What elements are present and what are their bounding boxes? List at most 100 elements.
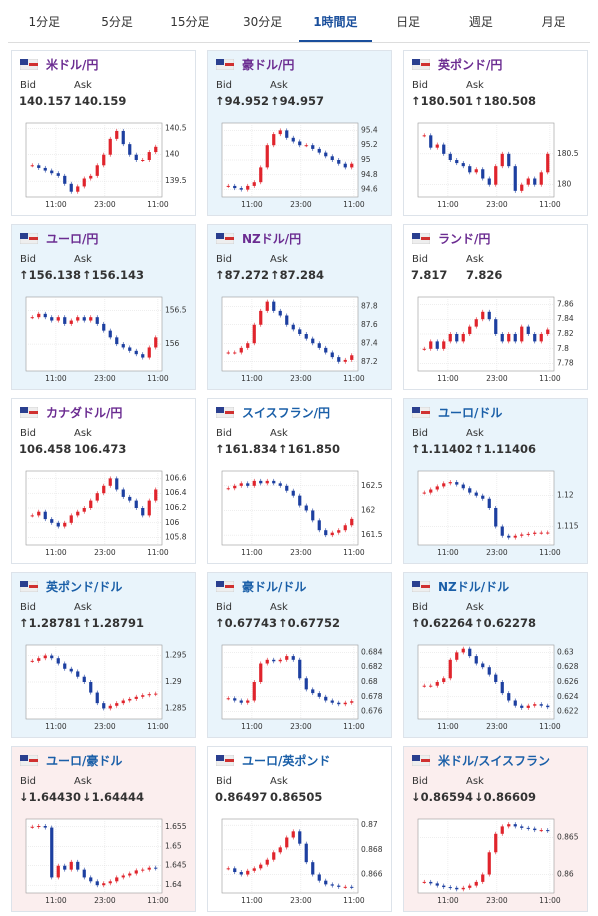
mini-chart: 94.6 94.8 95 95.2 95.4 11:00 23:00 11:00 [221,122,378,209]
candle [546,329,550,334]
rate-card[interactable]: 米ドル/円 Bid Ask 140.157 140.159 139.5 140 140.5 11… [11,50,196,216]
y-tick-label: 7.86 [557,299,574,308]
pair-title[interactable]: ユーロ/ドル [438,406,503,420]
candle [350,886,354,888]
candle [500,526,504,536]
pair-title[interactable]: 豪ドル/ドル [242,580,307,594]
y-tick-label: 7.84 [557,314,574,323]
flag-icon [20,581,38,592]
y-tick-label: 0.86 [557,870,574,879]
flag-part [412,233,420,239]
tab[interactable]: 1分足 [28,15,61,29]
flag-part [421,237,430,240]
y-tick-label: 94.6 [361,185,378,194]
flag-part [216,407,224,413]
pair-title[interactable]: カナダドル/円 [46,406,123,420]
rate-card[interactable]: ユーロ/豪ドル Bid Ask ↓1.64430 ↓1.64444 1.64 1.645 1.… [11,746,196,912]
pair-title[interactable]: ユーロ/豪ドル [46,754,123,768]
flag-icon [216,581,234,592]
candle [507,334,511,342]
candle [448,334,452,342]
ask-label: Ask [270,776,288,787]
candle [474,492,478,496]
tab[interactable]: 5分足 [101,15,133,29]
candle [246,343,250,348]
pair-title[interactable]: 豪ドル/円 [242,58,295,72]
candle [50,170,54,174]
candle [455,482,459,485]
pair-title[interactable]: 英ポンド/ドル [46,580,123,594]
pair-title[interactable]: NZドル/円 [242,232,302,246]
rate-card[interactable]: 豪ドル/円 Bid Ask ↑94.952 ↑94.957 94.6 94.8 95 95.2 9… [207,50,392,216]
candle [43,313,47,318]
candle [128,347,132,351]
mini-chart: 0.676 0.678 0.68 0.682 0.684 11:00 23:00 11:00 [221,644,383,731]
candle [226,488,230,490]
y-tick-label: 0.626 [557,677,579,686]
bid-label: Bid [216,776,232,787]
candle [37,826,41,828]
candle [429,881,433,884]
rate-card[interactable]: 英ポンド/ドル Bid Ask ↑1.28781 ↑1.28791 1.285 1.29 1.… [11,572,196,738]
candle [82,317,86,321]
candle [134,154,138,160]
rate-card[interactable]: スイスフラン/円 Bid Ask ↑161.834 ↑161.850 161.5 162 16… [207,398,392,564]
tab[interactable]: 月足 [541,15,566,29]
candle [278,483,282,486]
flag-icon [412,59,430,70]
rate-card[interactable]: NZドル/ドル Bid Ask ↑0.62264 ↑0.62278 0.622 0.624 0… [403,572,588,738]
x-tick-label: 23:00 [486,722,508,731]
y-tick-label: 156.5 [165,305,187,314]
candle [226,352,230,354]
tab[interactable]: 15分足 [170,15,210,29]
candle [520,826,524,828]
rate-card[interactable]: NZドル/円 Bid Ask ↑87.272 ↑87.284 87.2 87.4 87.6 87… [207,224,392,390]
y-tick-label: 0.676 [361,707,383,716]
candle [533,828,537,831]
rate-card[interactable]: ユーロ/英ポンド Bid Ask 0.86497 0.86505 0.866 0.868 0.… [207,746,392,912]
flag-part [225,585,234,588]
candle [468,326,472,334]
rate-card[interactable]: ユーロ/円 Bid Ask ↑156.138 ↑156.143 156 156.5 11:00… [11,224,196,390]
flag-part [29,411,38,414]
tab[interactable]: 週足 [468,15,493,29]
ask-value: ↑94.957 [270,94,325,108]
candle [442,885,446,888]
candle [89,175,93,179]
rate-card[interactable]: 米ドル/スイスフラン Bid Ask ↓0.86594 ↓0.86609 0.86 0.86… [403,746,588,912]
candle [285,656,289,660]
rate-card[interactable]: ユーロ/ドル Bid Ask ↑1.11402 ↑1.11406 1.115 1.12 11:… [403,398,588,564]
pair-title[interactable]: NZドル/ドル [438,580,510,594]
candle [43,826,47,828]
x-tick-label: 23:00 [486,548,508,557]
pair-title[interactable]: 米ドル/円 [46,58,99,72]
tab[interactable]: 30分足 [242,15,283,29]
pair-title[interactable]: ランド/円 [438,232,491,246]
pair-title[interactable]: ユーロ/英ポンド [242,754,331,768]
rate-card[interactable]: 豪ドル/ドル Bid Ask ↑0.67743 ↑0.67752 0.676 0.678 0.… [207,572,392,738]
pair-title[interactable]: スイスフラン/円 [242,406,331,420]
pair-title[interactable]: ユーロ/円 [46,232,99,246]
pair-title[interactable]: 英ポンド/円 [438,58,503,72]
x-tick-label: 11:00 [539,896,561,905]
candle [539,172,543,185]
candle [121,700,125,704]
x-tick-label: 11:00 [343,374,365,383]
pair-title[interactable]: 米ドル/スイスフラン [438,754,551,768]
rate-card[interactable]: カナダドル/円 Bid Ask 106.458 106.473 105.8 106 106.2… [11,398,196,564]
rate-card[interactable]: ランド/円 Bid Ask 7.817 7.826 7.78 7.8 7.82 7.84 7.86… [403,224,588,390]
candle [422,135,426,137]
candle [526,533,530,535]
candle [147,500,151,516]
tab[interactable]: 日足 [396,15,421,29]
ask-label: Ask [74,602,92,613]
rate-card[interactable]: 英ポンド/円 Bid Ask ↑180.501 ↑180.508 180 180.5 11:0… [403,50,588,216]
y-tick-label: 1.64 [165,880,182,889]
y-tick-label: 139.5 [165,176,187,185]
candle [69,320,73,324]
candle [500,682,504,694]
candle [56,173,60,176]
tab[interactable]: 1時間足 [299,0,372,42]
bid-value: 140.157 [19,94,72,108]
plot-area [25,122,163,198]
